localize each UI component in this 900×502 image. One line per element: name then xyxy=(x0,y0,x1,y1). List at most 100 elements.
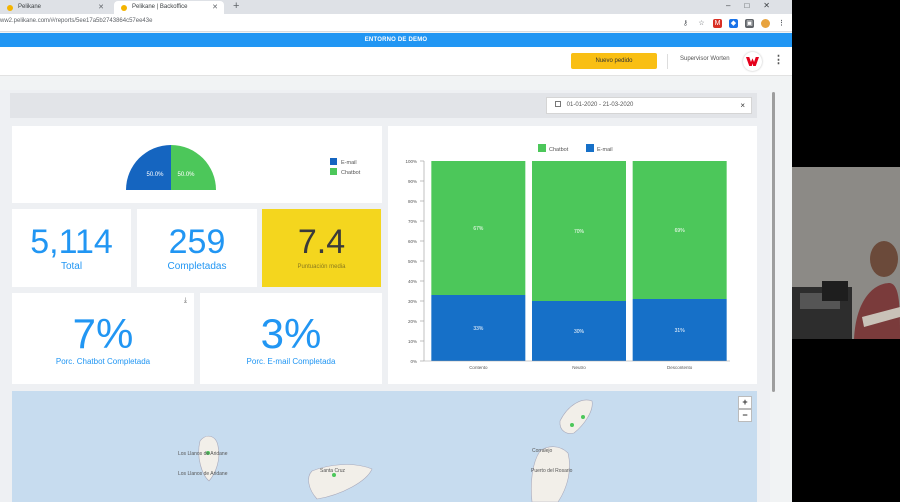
kebab-icon[interactable]: ⋮ xyxy=(773,54,784,66)
browser-tab-pelikane[interactable]: Pelikane ✕ xyxy=(0,1,110,14)
island-fuerteventura xyxy=(530,446,570,502)
download-icon[interactable]: ⤓ xyxy=(183,297,187,304)
extension-icon[interactable]: ▣ xyxy=(745,18,754,28)
y-tick-label: 10% xyxy=(408,339,417,344)
map-marker xyxy=(570,423,574,427)
kpi-completed-value: 259 xyxy=(168,223,226,261)
island-tenerife xyxy=(308,464,373,500)
header-divider xyxy=(667,54,668,69)
legend-email-label: E-mail xyxy=(341,160,357,166)
x-tick-label: Descontento xyxy=(667,365,693,370)
bar-data-label: 31% xyxy=(675,328,686,334)
map-label: Santa Cruz xyxy=(320,468,346,474)
kpi-chatbot-label: Porc. Chatbot Completada xyxy=(55,357,151,366)
kpi-email-card: 3% Porc. E-mail Completada xyxy=(200,293,382,384)
legend-label: Chatbot xyxy=(549,147,569,153)
kpi-total-value: 5,114 xyxy=(30,223,113,261)
zoom-out-button[interactable]: − xyxy=(738,409,752,422)
y-tick-label: 100% xyxy=(405,159,417,164)
kpi-total-card: 5,114 Total xyxy=(12,209,131,287)
y-tick-label: 80% xyxy=(408,199,417,204)
extension-icon[interactable]: ◆ xyxy=(729,18,738,28)
window-controls[interactable]: –□✕ xyxy=(726,1,784,10)
pelikane-favicon-icon xyxy=(7,5,13,11)
url-field[interactable]: ww2.pelikane.com/#/reports/5ee17a5b27438… xyxy=(0,18,153,24)
y-tick-label: 60% xyxy=(408,239,417,244)
bar-segment xyxy=(632,161,727,299)
map-marker xyxy=(332,473,336,477)
y-tick-label: 90% xyxy=(408,179,417,184)
stacked-bar-chart: Chatbot E-mail 0% 10% 20% 30% 40% 50% 60% 70% 80% 9… xyxy=(405,144,730,370)
key-icon[interactable]: ⚷ xyxy=(682,19,689,27)
zoom-in-button[interactable]: + xyxy=(738,396,752,409)
island-lanzarote xyxy=(559,399,593,434)
close-tab-icon[interactable]: ✕ xyxy=(212,4,218,11)
new-tab-button[interactable]: + xyxy=(233,0,240,12)
kpi-completed-card: 259 Completadas xyxy=(137,209,257,287)
y-tick-label: 20% xyxy=(408,319,417,324)
map-label: Puerto del Rosario xyxy=(531,468,573,474)
date-range-value: 01-01-2020 - 21-03-2020 xyxy=(566,102,634,108)
gauge-chart: 50.0% 50.0% E-mail Chatbot xyxy=(126,145,361,190)
bar-segment xyxy=(431,161,526,295)
kpi-score-card: 7.4 Puntuación media xyxy=(262,209,381,287)
kpi-total-label: Total xyxy=(60,261,83,272)
bar-segment xyxy=(431,295,526,361)
browser-tab-backoffice[interactable]: Pelikane | Backoffice ✕ xyxy=(114,1,224,14)
app-header: Nuevo pedido Supervisor Worten ⋮ xyxy=(0,47,792,76)
map-card[interactable]: Los Llanos de Aridane Los Llanos de Arid… xyxy=(12,391,757,502)
legend-swatch xyxy=(538,144,546,152)
satisfaction-chart-card: Chatbot E-mail 0% 10% 20% 30% 40% 50% 60% 70% 80% 9… xyxy=(388,126,757,384)
bar-data-label: 30% xyxy=(574,329,585,335)
y-tick-label: 0% xyxy=(410,359,417,364)
bar-data-label: 70% xyxy=(574,229,585,235)
island-la-palma xyxy=(198,435,220,482)
star-icon[interactable]: ☆ xyxy=(698,19,705,27)
worten-logo[interactable] xyxy=(743,52,762,71)
tab-label: Pelikane xyxy=(18,4,42,10)
bar-data-label: 69% xyxy=(675,228,686,234)
scrollbar[interactable] xyxy=(772,92,775,392)
date-range-picker[interactable]: 01-01-2020 - 21-03-2020 × xyxy=(546,97,752,114)
map-marker xyxy=(581,415,585,419)
kpi-score-value: 7.4 xyxy=(297,223,346,261)
kpi-completed-label: Completadas xyxy=(167,261,227,272)
bar-segment xyxy=(632,299,727,361)
y-tick-label: 50% xyxy=(408,259,417,264)
kpi-score-label: Puntuación media xyxy=(297,264,346,270)
channel-gauge-card: 50.0% 50.0% E-mail Chatbot xyxy=(12,126,382,203)
clear-date-icon[interactable]: × xyxy=(740,101,745,110)
browser-menu-icon[interactable]: ⋮ xyxy=(778,19,785,27)
legend-chatbot-label: Chatbot xyxy=(341,170,361,176)
y-tick-label: 30% xyxy=(408,299,417,304)
bar-segment xyxy=(532,161,626,301)
map-marker xyxy=(206,451,210,455)
kpi-chatbot-card: ⤓ 7% Porc. Chatbot Completada xyxy=(12,293,194,384)
browser-window: Pelikane ✕ Pelikane | Backoffice ✕ + –□✕… xyxy=(0,0,792,502)
close-tab-icon[interactable]: ✕ xyxy=(98,4,104,11)
new-order-button[interactable]: Nuevo pedido xyxy=(571,53,657,69)
gauge-chatbot-label: 50.0% xyxy=(177,172,195,178)
gmail-icon[interactable]: M xyxy=(713,18,722,28)
calendar-icon xyxy=(555,101,561,107)
bar-segment xyxy=(532,301,626,361)
gauge-email-segment xyxy=(126,145,171,190)
kpi-email-label: Porc. E-mail Completada xyxy=(246,357,336,366)
legend-swatch xyxy=(586,144,594,152)
x-tick-label: Contento xyxy=(469,365,488,370)
kpi-chatbot-value: 7% xyxy=(72,310,134,357)
legend-label: E-mail xyxy=(597,147,613,153)
user-name[interactable]: Supervisor Worten xyxy=(680,56,730,62)
map-label: Los Llanos de Aridane xyxy=(178,451,228,457)
legend-email-swatch xyxy=(330,158,337,165)
bar-data-label: 67% xyxy=(473,226,484,232)
tab-bar: Pelikane ✕ Pelikane | Backoffice ✕ + –□✕ xyxy=(0,0,792,14)
webcam-image xyxy=(792,167,900,339)
address-bar: ww2.pelikane.com/#/reports/5ee17a5b27438… xyxy=(0,14,792,32)
x-tick-label: Neutro xyxy=(572,365,586,370)
tab-label: Pelikane | Backoffice xyxy=(132,4,188,10)
gauge-chatbot-segment xyxy=(171,145,216,190)
kpi-email-value: 3% xyxy=(260,310,322,357)
profile-avatar[interactable] xyxy=(761,18,770,28)
map-canvas[interactable] xyxy=(12,391,757,502)
